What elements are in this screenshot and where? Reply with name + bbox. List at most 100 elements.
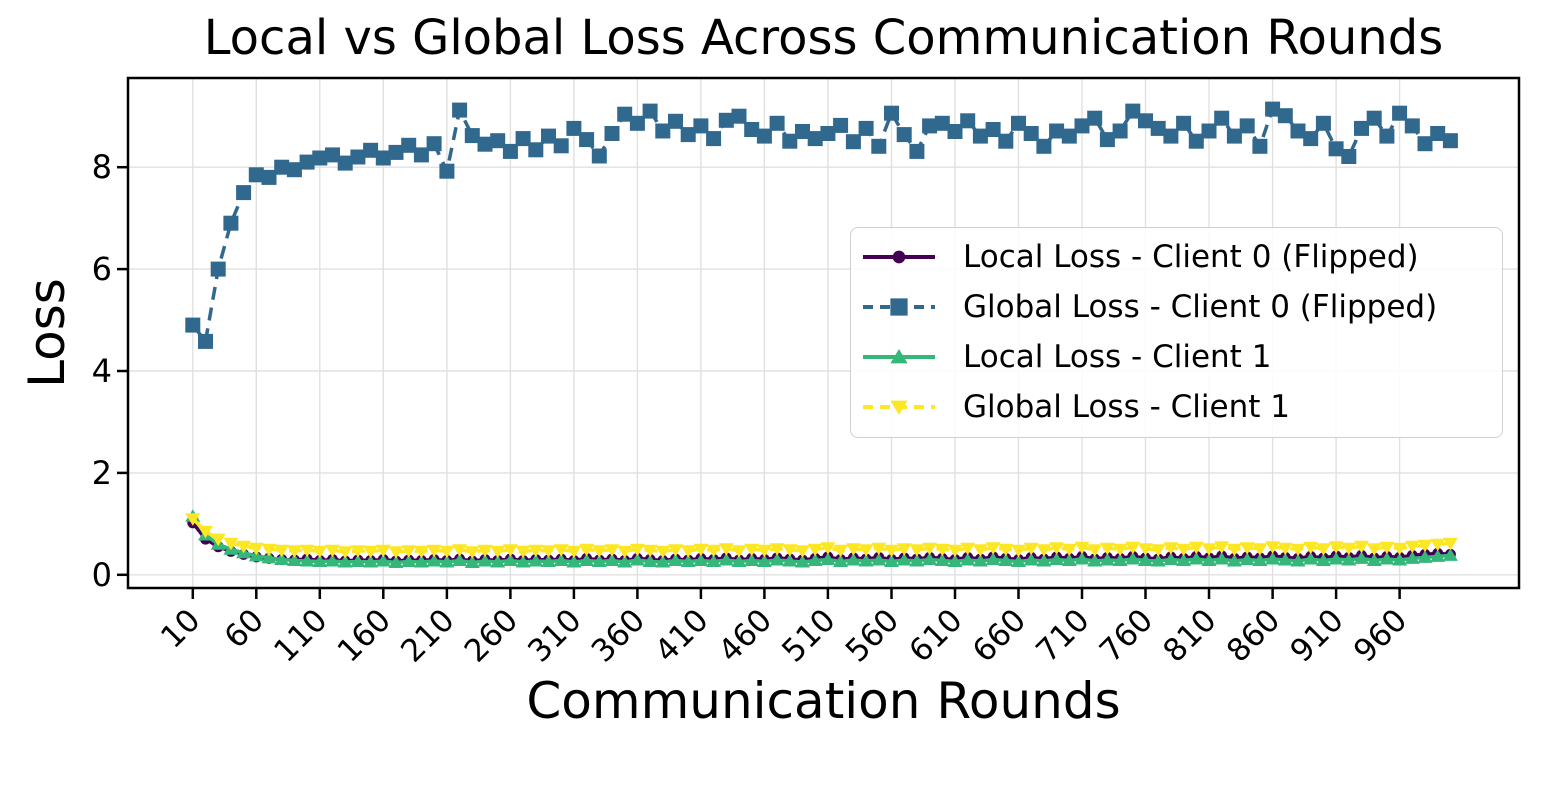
marker-triangle-up — [515, 555, 531, 568]
marker-triangle-up — [833, 554, 849, 567]
x-tick-label: 310 — [521, 602, 588, 669]
legend-line-triangle-up-icon — [863, 348, 935, 364]
marker-triangle-down — [1074, 541, 1090, 555]
marker-square — [668, 113, 683, 129]
marker-triangle-up — [1379, 552, 1395, 565]
marker-square — [248, 167, 264, 183]
y-tick-label: 2 — [92, 454, 112, 492]
marker-square — [566, 120, 582, 136]
marker-triangle-up — [1087, 554, 1103, 567]
marker-triangle-down — [591, 545, 607, 558]
marker-triangle-up — [1417, 550, 1433, 563]
marker-triangle-up — [579, 553, 595, 566]
marker-square — [439, 163, 455, 179]
marker-square — [388, 144, 404, 160]
marker-square — [413, 147, 429, 163]
marker-triangle-down — [375, 544, 391, 558]
marker-triangle-up — [1188, 552, 1204, 565]
marker-square — [591, 148, 607, 164]
marker-square — [655, 123, 671, 139]
marker-triangle-up — [1125, 552, 1141, 565]
marker-triangle-down — [515, 545, 531, 559]
marker-square — [617, 106, 633, 122]
marker-square — [1315, 115, 1331, 131]
marker-square — [706, 131, 722, 147]
marker-triangle-up — [668, 553, 683, 566]
marker-triangle-up — [401, 554, 417, 567]
x-tick-label: 810 — [1156, 602, 1223, 669]
marker-square — [1125, 103, 1141, 119]
marker-square — [502, 143, 518, 159]
marker-square — [909, 143, 925, 159]
marker-triangle-up — [909, 554, 925, 567]
marker-triangle-up — [312, 554, 328, 567]
axes-spines — [126, 76, 1521, 590]
marker-triangle-up — [1099, 553, 1115, 566]
legend: Local Loss - Client 0 (Flipped) Global L… — [850, 227, 1503, 438]
marker-square — [1049, 123, 1065, 139]
marker-triangle-down — [261, 543, 277, 557]
marker-triangle-down — [1404, 540, 1420, 554]
marker-triangle-up — [591, 554, 607, 567]
legend-label: Local Loss - Client 1 — [963, 339, 1272, 375]
y-tick-label: 4 — [92, 352, 112, 390]
marker-square — [1176, 115, 1192, 131]
marker-triangle-down — [985, 542, 1001, 555]
marker-triangle-down — [617, 545, 633, 559]
marker-triangle-up — [858, 554, 874, 567]
marker-square — [1290, 123, 1306, 139]
marker-square — [401, 137, 417, 153]
marker-triangle-up — [706, 554, 722, 567]
marker-triangle-up — [655, 555, 671, 568]
marker-triangle-down — [502, 544, 518, 557]
marker-triangle-down — [782, 544, 798, 557]
marker-square — [960, 113, 976, 129]
marker-triangle-up — [947, 554, 963, 567]
marker-triangle-down — [680, 545, 696, 558]
marker-square — [884, 105, 899, 121]
marker-triangle-down — [1430, 538, 1446, 552]
marker-triangle-down — [401, 545, 417, 558]
x-tick-label: 860 — [1220, 602, 1287, 669]
marker-triangle-down — [890, 400, 908, 416]
x-tick-label: 610 — [902, 602, 969, 669]
x-tick-label: 210 — [394, 602, 461, 669]
marker-square — [1023, 126, 1039, 141]
marker-triangle-up — [1150, 554, 1166, 567]
marker-square — [1099, 132, 1115, 148]
x-tick-label: 260 — [458, 602, 525, 669]
marker-triangle-up — [1023, 553, 1039, 566]
chart-title: Local vs Global Loss Across Communicatio… — [203, 10, 1444, 66]
marker-triangle-down — [413, 545, 429, 559]
marker-triangle-up — [998, 553, 1014, 566]
series-line — [191, 515, 1451, 565]
marker-triangle-up — [1061, 553, 1077, 566]
legend-line-square-icon — [863, 298, 935, 316]
marker-triangle-down — [1341, 542, 1357, 556]
marker-square — [223, 215, 239, 231]
legend-item: Local Loss - Client 0 (Flipped) — [861, 232, 1502, 282]
marker-square — [1112, 123, 1128, 139]
marker-triangle-up — [820, 552, 836, 565]
marker-triangle-up — [1214, 552, 1230, 565]
marker-triangle-up — [413, 555, 429, 568]
marker-square — [1061, 128, 1077, 144]
marker-square — [1201, 123, 1217, 139]
marker-triangle-down — [566, 545, 582, 559]
marker-triangle-up — [388, 555, 404, 568]
marker-square — [947, 124, 963, 139]
marker-triangle-up — [1163, 552, 1179, 565]
marker-square — [1163, 128, 1179, 144]
marker-triangle-up — [325, 554, 340, 567]
marker-square — [1150, 120, 1166, 136]
marker-square — [210, 261, 226, 277]
marker-square — [1404, 118, 1420, 134]
marker-triangle-down — [1290, 543, 1306, 557]
marker-triangle-down — [1303, 541, 1319, 555]
marker-triangle-up — [718, 553, 734, 566]
marker-triangle-down — [490, 545, 506, 559]
legend-item: Global Loss - Client 0 (Flipped) — [861, 282, 1502, 332]
marker-triangle-down — [1315, 543, 1331, 556]
marker-triangle-up — [286, 553, 302, 566]
marker-square — [1392, 105, 1408, 121]
